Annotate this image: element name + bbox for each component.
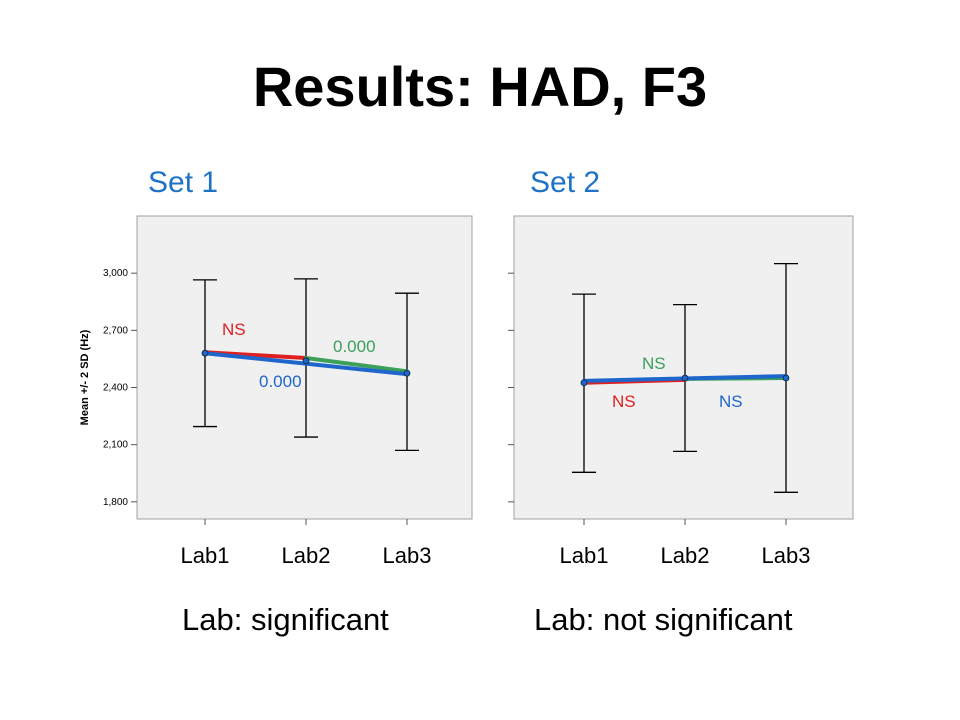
y-axis-label: Mean +/- 2 SD (Hz) xyxy=(79,329,91,425)
comparison-label-3: NS xyxy=(719,392,743,411)
set-2-caption: Lab: not significant xyxy=(534,602,793,637)
mean-point-1 xyxy=(201,349,209,357)
set-1-label: Set 1 xyxy=(148,166,219,199)
y-tick-label: 2,400 xyxy=(103,383,128,394)
x-tick-label-lab2: Lab2 xyxy=(661,543,710,568)
y-tick-label: 1,800 xyxy=(103,497,128,508)
x-tick-label-lab1: Lab1 xyxy=(181,543,230,568)
chart-panel-2: Lab1 Lab2 Lab3 NS NS NS xyxy=(508,215,854,568)
y-tick-label: 2,700 xyxy=(103,325,128,336)
comparison-label-2: 0.000 xyxy=(333,337,376,356)
comparison-label-3: 0.000 xyxy=(259,372,302,391)
mean-point-2 xyxy=(681,374,689,382)
set-1-caption: Lab: significant xyxy=(182,602,389,637)
plot-area xyxy=(513,215,854,520)
plot-area xyxy=(136,215,473,520)
x-tick-label-lab3: Lab3 xyxy=(762,543,811,568)
mean-point-2 xyxy=(302,357,310,365)
page-title: Results: HAD, F3 xyxy=(252,55,708,118)
x-tick-label-lab1: Lab1 xyxy=(560,543,609,568)
comparison-label-1: NS xyxy=(612,392,636,411)
comparison-line-2 xyxy=(304,355,409,374)
x-tick-label-lab2: Lab2 xyxy=(282,543,331,568)
y-tick-label: 3,000 xyxy=(103,268,128,279)
mean-point-1 xyxy=(580,379,588,387)
x-tick-label-lab3: Lab3 xyxy=(383,543,432,568)
mean-point-3 xyxy=(403,369,411,377)
chart-panel-1: 1,800 2,100 2,400 2,700 3,000 Mean +/- 2 SD (… xyxy=(79,215,473,568)
comparison-label-1: NS xyxy=(222,320,246,339)
mean-point-3 xyxy=(782,374,790,382)
y-tick-label: 2,100 xyxy=(103,440,128,451)
set-2-label: Set 2 xyxy=(530,166,601,199)
comparison-label-2: NS xyxy=(642,354,666,373)
